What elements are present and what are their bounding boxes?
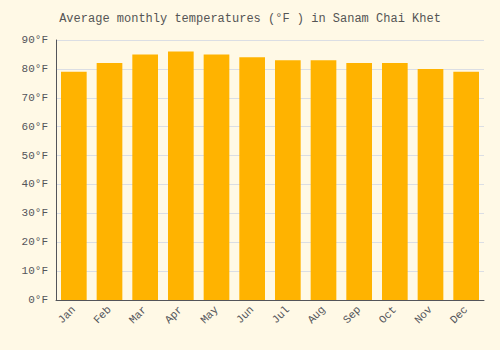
svg-text:Nov: Nov [412,303,435,326]
svg-text:40°F: 40°F [22,178,48,190]
svg-text:0°F: 0°F [28,294,48,306]
svg-text:30°F: 30°F [22,207,48,219]
svg-text:80°F: 80°F [22,63,48,75]
svg-text:Average monthly temperatures (: Average monthly temperatures (°F ) in Sa… [59,12,441,26]
svg-text:Apr: Apr [163,304,185,326]
svg-text:20°F: 20°F [22,236,48,248]
svg-text:Jun: Jun [234,304,256,326]
svg-text:Sep: Sep [341,304,363,326]
svg-text:70°F: 70°F [22,92,48,104]
svg-text:Dec: Dec [448,304,470,326]
svg-text:90°F: 90°F [22,34,48,46]
svg-text:Aug: Aug [305,304,327,326]
svg-text:Oct: Oct [377,304,399,326]
svg-text:50°F: 50°F [22,150,48,162]
svg-text:Feb: Feb [91,304,113,326]
svg-text:Jan: Jan [56,304,78,326]
svg-text:10°F: 10°F [22,265,48,277]
svg-text:Mar: Mar [127,304,149,326]
svg-text:Jul: Jul [270,304,292,326]
svg-text:60°F: 60°F [22,121,48,133]
svg-text:May: May [198,303,221,326]
